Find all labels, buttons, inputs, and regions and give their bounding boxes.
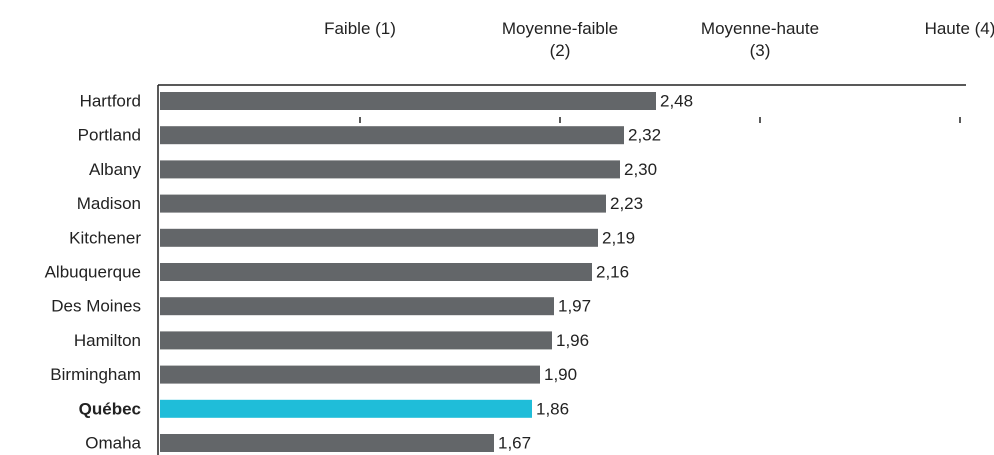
bar — [160, 365, 540, 384]
x-tick-label: Haute (4) — [924, 19, 994, 38]
category-label: Hartford — [80, 91, 141, 110]
category-label: Omaha — [85, 433, 141, 452]
bar — [160, 228, 598, 247]
x-tick-label: Moyenne-haute (3) — [700, 19, 820, 60]
value-label: 2,30 — [624, 160, 657, 179]
category-label: Portland — [78, 126, 141, 145]
value-label: 2,23 — [610, 194, 643, 213]
bar — [160, 297, 554, 316]
bar — [160, 160, 620, 179]
value-label: 1,67 — [498, 433, 531, 452]
value-label: 1,90 — [544, 365, 577, 384]
bar — [160, 194, 606, 213]
x-tick-label: Faible (1) — [324, 19, 396, 38]
category-label: Birmingham — [50, 365, 141, 384]
value-label: 2,32 — [628, 126, 661, 145]
x-tick-label: Moyenne-faible (2) — [501, 19, 619, 60]
bar — [160, 399, 532, 418]
value-label: 1,86 — [536, 399, 569, 418]
value-label: 1,96 — [556, 331, 589, 350]
category-label: Madison — [77, 194, 141, 213]
category-label: Albany — [89, 160, 141, 179]
category-label: Québec — [79, 399, 141, 418]
value-label: 2,48 — [660, 91, 693, 110]
bar — [160, 434, 494, 452]
value-label: 1,97 — [558, 297, 591, 316]
category-label: Hamilton — [74, 331, 141, 350]
bar — [160, 331, 552, 350]
value-label: 2,19 — [602, 228, 635, 247]
category-label: Des Moines — [51, 297, 141, 316]
bar — [160, 263, 592, 281]
category-label: Kitchener — [69, 228, 141, 247]
category-label: Albuquerque — [45, 262, 141, 281]
bar — [160, 126, 624, 145]
value-label: 2,16 — [596, 262, 629, 281]
bar — [160, 92, 656, 110]
